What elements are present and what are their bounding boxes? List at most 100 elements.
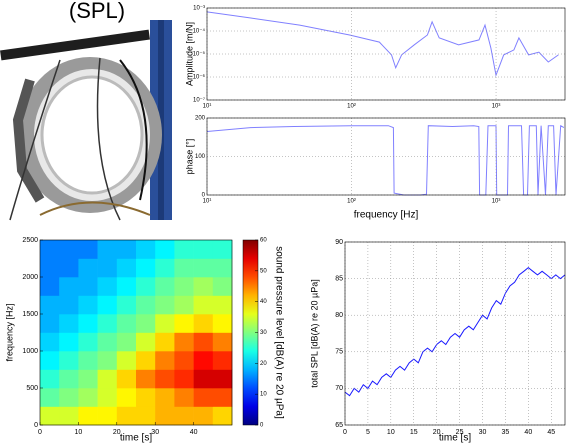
heat-cell — [155, 406, 175, 426]
heat-cell — [116, 332, 137, 352]
chart: 0 10 20 30 40 50 60 sound pressure level [dB(A)… — [4, 237, 284, 443]
heat-cell — [116, 388, 137, 407]
heat-cell — [78, 314, 98, 333]
heat-cell — [59, 388, 79, 407]
heat-cell — [59, 258, 79, 278]
heat-cell — [78, 369, 98, 389]
heat-cell — [212, 277, 233, 296]
heat-cell — [116, 314, 137, 333]
colorbar-tick-label: 50 — [260, 268, 267, 274]
x-tick-label: 35 — [502, 429, 510, 436]
x-tick-label: 10² — [347, 199, 356, 205]
heat-cell — [193, 314, 214, 333]
heat-cell — [59, 406, 79, 426]
heat-cell — [212, 240, 233, 259]
heat-cell — [193, 388, 214, 407]
heat-cell — [78, 406, 98, 426]
x-tick-label: 45 — [547, 429, 555, 436]
photo-caption: (SPL) — [69, 0, 125, 23]
plot-area — [207, 118, 565, 195]
y-tick-label: 75 — [335, 349, 343, 356]
heat-cell — [40, 240, 60, 259]
heat-cell — [40, 406, 60, 426]
heat-cell — [136, 240, 156, 259]
heat-cell — [78, 277, 98, 296]
heat-cell — [155, 295, 175, 315]
heat-cell — [155, 240, 175, 259]
x-tick-label: 10³ — [492, 104, 501, 110]
heat-cell — [97, 258, 118, 278]
axes-frame — [206, 7, 566, 101]
y-axis-label: phase [°] — [184, 139, 194, 175]
heat-cell — [193, 332, 214, 352]
heat-cell — [174, 406, 194, 426]
colorbar-tick-label: 10 — [260, 392, 267, 398]
heat-cell — [155, 258, 175, 278]
heat-cell — [212, 314, 233, 333]
heat-cell — [59, 295, 79, 315]
x-tick-label: 10² — [347, 104, 356, 110]
x-axis-label: time [s] — [120, 433, 152, 443]
x-tick-label: 40 — [524, 429, 532, 436]
heat-cell — [155, 369, 175, 389]
y-tick-label: 10⁻³ — [193, 6, 205, 12]
y-tick-label: 10⁻⁴ — [193, 28, 206, 35]
heat-cell — [40, 277, 60, 296]
x-tick-label: 25 — [456, 429, 464, 436]
heat-cell — [136, 258, 156, 278]
colorbar-tick-label: 20 — [260, 361, 267, 367]
heat-cell — [116, 258, 137, 278]
colorbar-tick-label: 0 — [260, 423, 264, 429]
heat-cell — [212, 369, 233, 389]
heat-cell — [212, 258, 233, 278]
x-tick-label: 10 — [387, 429, 395, 436]
y-tick-label: 0 — [34, 422, 38, 429]
heat-cell — [59, 240, 79, 259]
heat-cell — [174, 277, 194, 296]
heat-cell — [59, 314, 79, 333]
heat-cell — [174, 258, 194, 278]
y-tick-label: 80 — [335, 312, 343, 319]
heat-cell — [174, 332, 194, 352]
heat-cell — [174, 240, 194, 259]
y-tick-label: 90 — [335, 239, 343, 246]
heat-cell — [136, 332, 156, 352]
heat-cell — [97, 240, 118, 259]
x-tick-label: 20 — [113, 429, 121, 436]
x-tick-label: 30 — [479, 429, 487, 436]
x-tick-label: 5 — [366, 429, 370, 436]
y-tick-label: 1500 — [22, 311, 38, 318]
x-tick-label: 10¹ — [203, 104, 212, 110]
heat-cell — [97, 369, 118, 389]
heat-cell — [59, 369, 79, 389]
heat-cell — [78, 351, 98, 370]
heat-cell — [40, 351, 60, 370]
y-axis-label: total SPL [dB(A) re 20 µPa] — [309, 279, 319, 387]
x-axis-label: frequency [Hz] — [354, 210, 419, 221]
heat-cell — [193, 351, 214, 370]
heat-cell — [136, 314, 156, 333]
heat-cell — [59, 351, 79, 370]
heat-cell — [78, 332, 98, 352]
x-tick-label: 10³ — [492, 199, 501, 205]
heat-cell — [97, 295, 118, 315]
x-tick-label: 10¹ — [203, 199, 212, 205]
heat-cell — [78, 388, 98, 407]
chart: 0 5 10 15 20 25 30 35 40 45 65 70 75 80 85 90 time [s] to… — [309, 239, 566, 443]
heat-cell — [116, 351, 137, 370]
heat-cell — [116, 369, 137, 389]
heat-cell — [193, 240, 214, 259]
axes-frame — [39, 239, 233, 426]
heat-cell — [116, 240, 137, 259]
heat-cell — [212, 332, 233, 352]
heat-cell — [136, 351, 156, 370]
heat-cell — [40, 388, 60, 407]
heat-cell — [97, 406, 118, 426]
x-tick-label: 30 — [151, 429, 159, 436]
x-tick-label: 20 — [433, 429, 441, 436]
y-tick-label: 10⁻⁷ — [193, 97, 205, 104]
heat-cell — [97, 351, 118, 370]
heat-cell — [97, 314, 118, 333]
